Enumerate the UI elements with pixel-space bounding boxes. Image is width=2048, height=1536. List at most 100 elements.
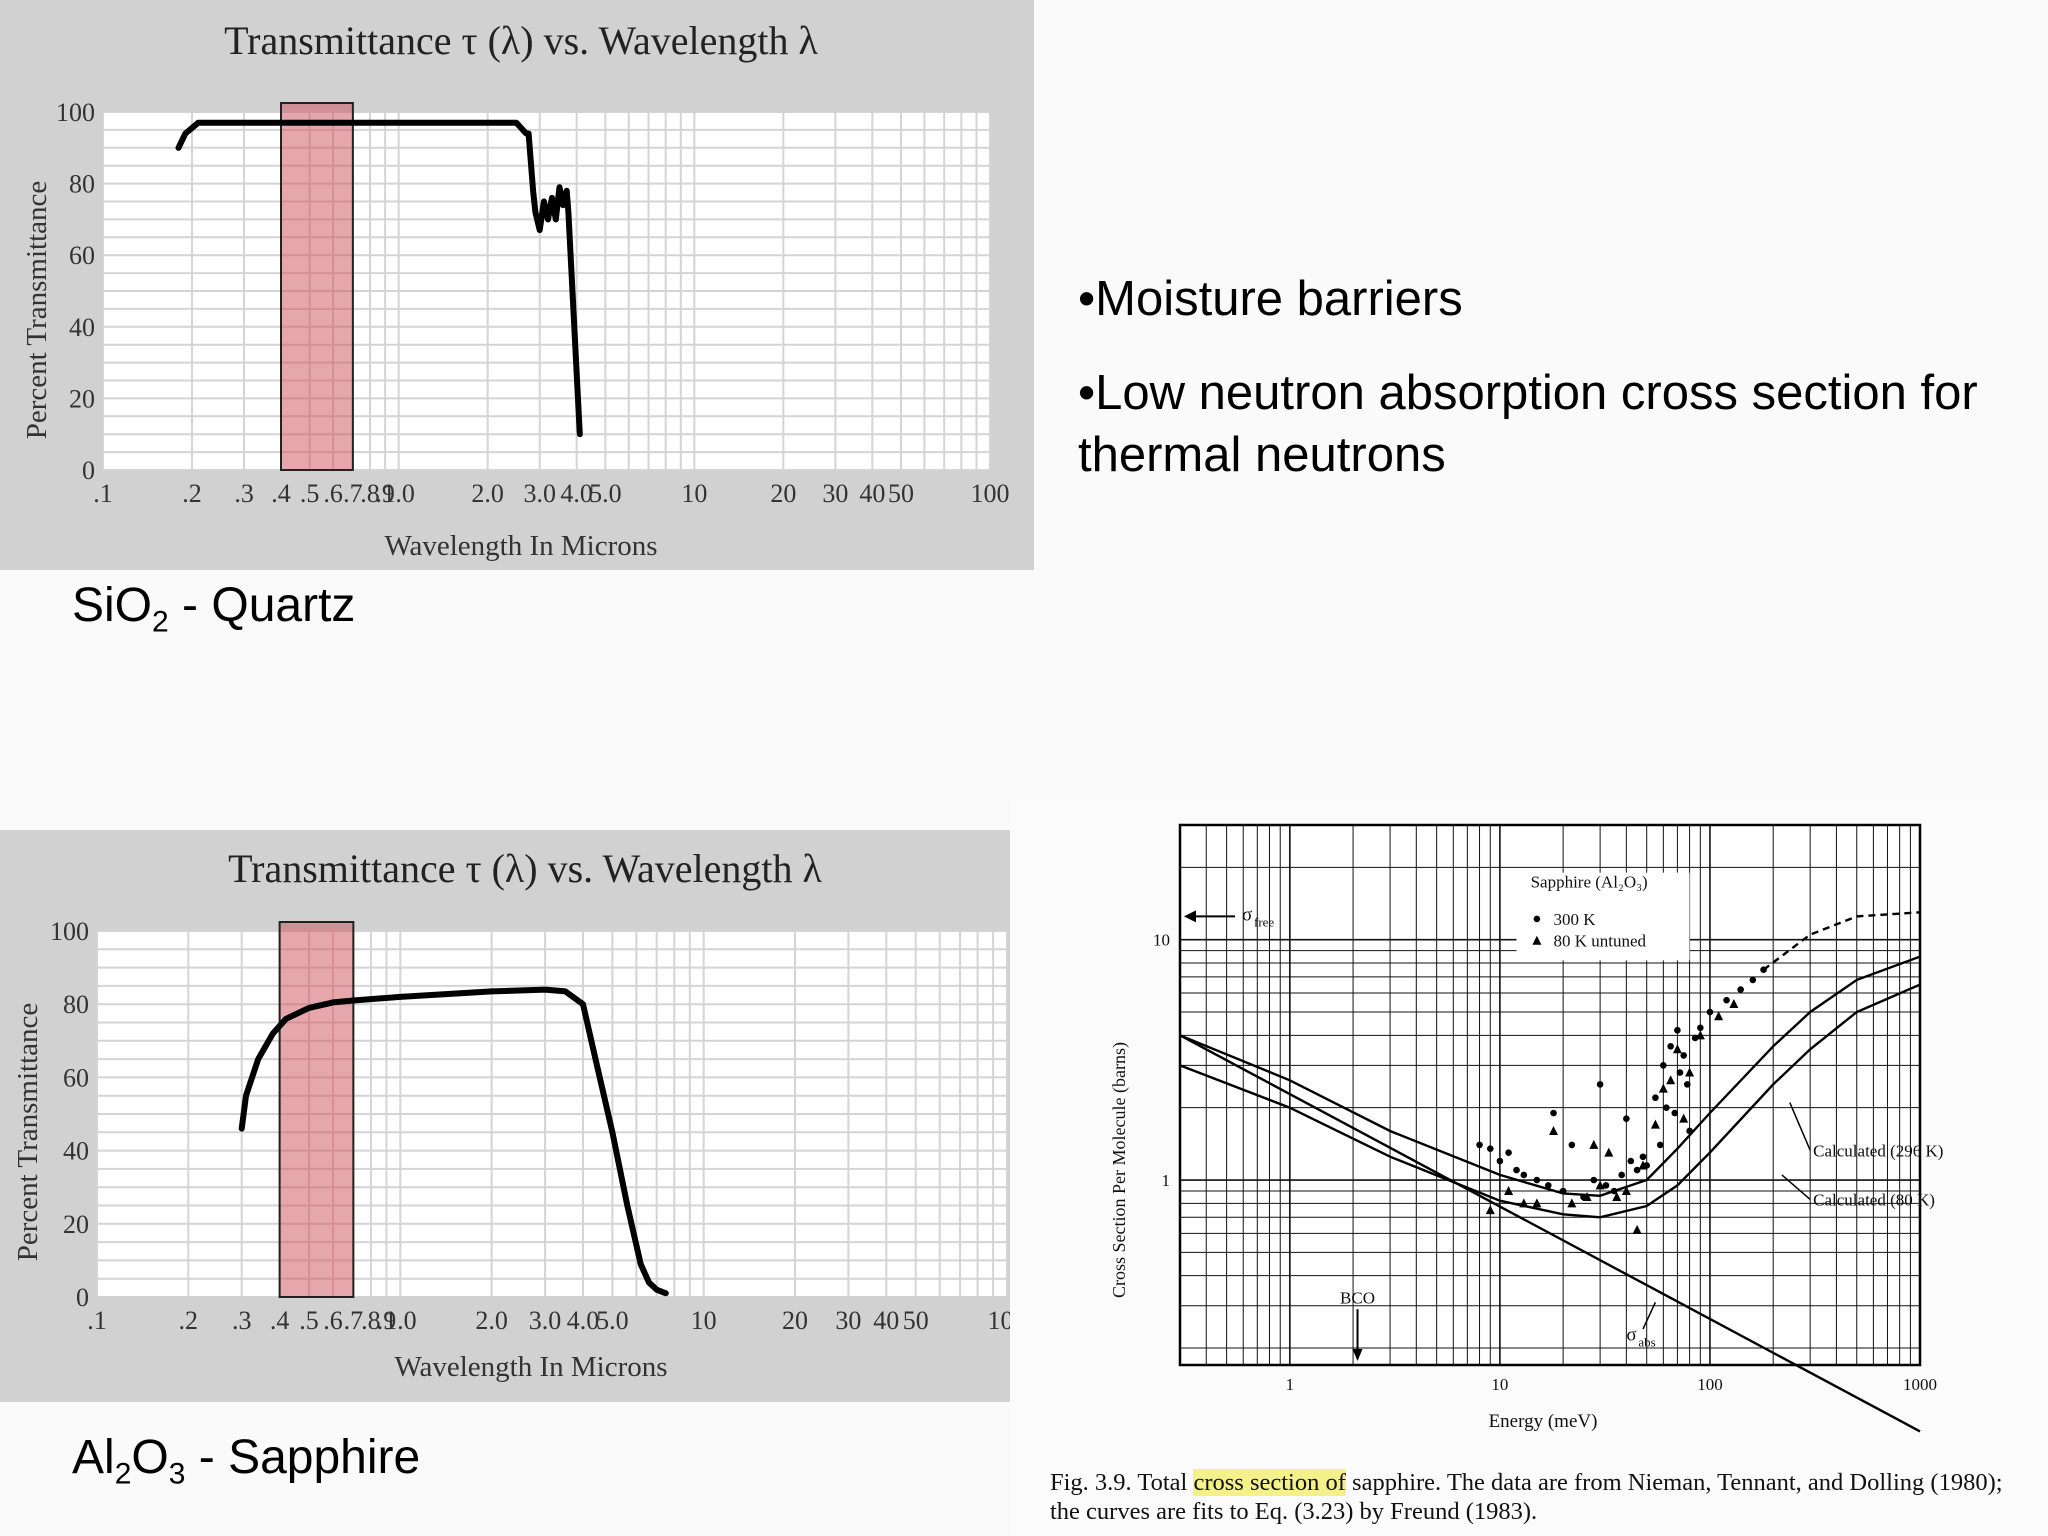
data-point-300k — [1676, 1069, 1684, 1076]
data-point-80k — [1729, 998, 1739, 1008]
data-point-300k — [1520, 1171, 1528, 1179]
data-point-80k — [1589, 1139, 1599, 1149]
y-axis-label: Percent Transmittance — [21, 181, 53, 440]
y-tick-label: 20 — [63, 1210, 89, 1239]
x-tick-label: .3 — [232, 1306, 252, 1335]
x-tick-label: .7 — [343, 479, 363, 508]
label-sigma-free-subscript: free — [1254, 914, 1274, 929]
data-point-300k — [1667, 1043, 1674, 1050]
x-tick-label: .6 — [323, 1306, 343, 1335]
x-tick-label: .3 — [234, 479, 254, 508]
data-point-300k — [1683, 1081, 1691, 1088]
legend-title: Sapphire (Al₂O₃) — [1531, 872, 1648, 891]
legend-triangle-marker — [1532, 935, 1542, 945]
x-axis-label: Wavelength In Microns — [394, 1351, 667, 1383]
x-tick-label: 50 — [888, 479, 914, 508]
arrowhead — [1352, 1349, 1363, 1361]
data-point-300k — [1505, 1149, 1512, 1156]
data-point-300k — [1656, 1141, 1664, 1149]
data-point-300k — [1737, 986, 1744, 993]
x-tick-label: 50 — [903, 1306, 929, 1335]
x-tick-label: .4 — [271, 479, 291, 508]
quartz-caption: SiO2 - Quartz — [72, 579, 356, 639]
bullet-item: •Low neutron absorption cross section fo… — [1078, 366, 1978, 482]
x-tick-label: 5.0 — [589, 479, 622, 508]
data-point-80k — [1685, 1067, 1695, 1077]
y-axis-label: Cross Section Per Molecule (barns) — [1109, 1042, 1130, 1298]
data-point-80k — [1549, 1125, 1559, 1135]
data-point-300k — [1660, 1062, 1667, 1069]
y-tick-label: 1 — [1162, 1171, 1171, 1190]
legend-dot-marker — [1533, 915, 1541, 923]
x-axis-label: Wavelength In Microns — [384, 530, 657, 562]
x-tick-label: 30 — [835, 1306, 861, 1335]
sigma-abs-line — [1179, 1034, 1921, 1433]
x-tick-label: .4 — [270, 1306, 290, 1335]
data-point-300k — [1544, 1182, 1552, 1189]
x-tick-label: 4.0 — [567, 1306, 600, 1335]
x-tick-label: 3.0 — [523, 479, 556, 508]
leader-line — [1642, 1301, 1657, 1330]
x-tick-label: .5 — [299, 1306, 319, 1335]
x-tick-label: .9 — [377, 1306, 397, 1335]
y-tick-label: 100 — [50, 917, 89, 946]
x-tick-label: .2 — [182, 479, 202, 508]
y-tick-label: 80 — [63, 990, 89, 1019]
y-tick-label: 20 — [69, 384, 95, 413]
data-point-300k — [1723, 996, 1730, 1004]
y-tick-label: 100 — [56, 98, 95, 127]
x-axis-label: Energy (meV) — [1489, 1411, 1598, 1432]
x-tick-label: .5 — [300, 479, 320, 508]
x-tick-label: 2.0 — [475, 1306, 508, 1335]
x-tick-label: 20 — [770, 479, 796, 508]
legend-label-300k: 300 K — [1554, 910, 1597, 929]
y-tick-label: 60 — [69, 241, 95, 270]
chart-title: Transmittance τ (λ) vs. Wavelength λ — [224, 18, 818, 63]
data-point-80k — [1532, 1198, 1542, 1208]
data-point-300k — [1627, 1157, 1635, 1165]
data-point-300k — [1590, 1176, 1598, 1184]
bullet-list: •Moisture barriers •Low neutron absorpti… — [1078, 268, 2038, 518]
sapphire-chart-panel: Transmittance τ (λ) vs. Wavelength λ 0 20… — [0, 830, 1036, 1402]
data-point-80k — [1595, 1180, 1605, 1190]
x-tick-label: 100 — [1697, 1375, 1723, 1394]
x-tick-label: 2.0 — [471, 479, 504, 508]
x-tick-label: 10 — [681, 479, 707, 508]
x-tick-label: .2 — [179, 1306, 199, 1335]
sapphire-caption: Al2O3 - Sapphire — [72, 1431, 421, 1491]
data-point-300k — [1513, 1166, 1520, 1174]
data-point-80k — [1695, 1030, 1705, 1040]
data-point-300k — [1706, 1008, 1714, 1016]
plot-area: 1 10 100 1000 1 10 Sapphire (Al₂O₃) 300 K 80 K u… — [1153, 823, 1943, 1433]
x-tick-label: 1 — [1286, 1375, 1295, 1394]
label-calculated-80k: Calculated (80 K) — [1813, 1190, 1935, 1209]
data-point-80k — [1621, 1186, 1631, 1196]
x-tick-label: 10 — [691, 1306, 717, 1335]
quartz-chart-panel: Transmittance τ (λ) vs. Wavelength λ 0 20… — [0, 0, 1034, 570]
data-point-80k — [1666, 1075, 1676, 1085]
y-tick-label: 0 — [82, 456, 95, 485]
transmittance-line — [238, 986, 669, 1297]
data-point-300k — [1623, 1115, 1630, 1122]
data-point-80k — [1485, 1205, 1495, 1215]
quartz-chart: Transmittance τ (λ) vs. Wavelength λ 0 20… — [21, 18, 1010, 562]
data-point-300k — [1671, 1109, 1679, 1117]
x-tick-label: 100 — [971, 479, 1010, 508]
data-point-80k — [1567, 1198, 1577, 1208]
data-point-80k — [1504, 1186, 1514, 1196]
x-tick-label: 20 — [782, 1306, 808, 1335]
y-tick-label: 60 — [63, 1063, 89, 1092]
data-point-300k — [1476, 1141, 1483, 1149]
cross-section-chart: 1 10 100 1000 1 10 Sapphire (Al₂O₃) 300 K 80 K u… — [1109, 823, 1943, 1433]
sigma-free-dashed-curve — [1762, 911, 1921, 971]
y-axis-label: Percent Transmittance — [12, 1003, 44, 1262]
x-tick-label: .8 — [360, 479, 380, 508]
data-point-300k — [1550, 1109, 1557, 1117]
data-point-300k — [1674, 1026, 1681, 1034]
label-sigma-abs-subscript: abs — [1638, 1334, 1655, 1349]
visible-band-highlight — [278, 921, 355, 1298]
y-tick-label: 10 — [1153, 931, 1170, 950]
transmittance-line — [175, 119, 583, 438]
